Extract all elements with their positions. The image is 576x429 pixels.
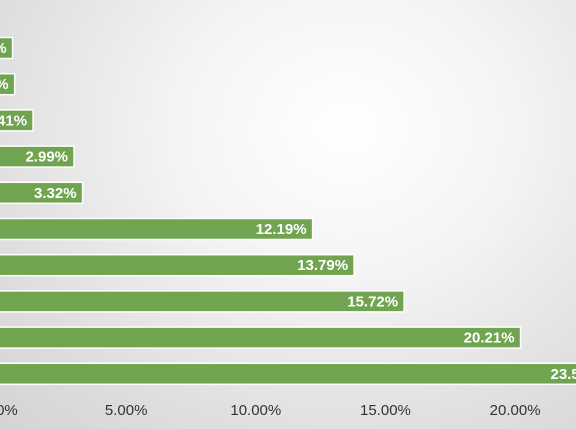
data-label-8: 20.21% <box>464 330 515 347</box>
bar-6 <box>0 253 355 277</box>
bar-1 <box>0 72 16 96</box>
data-label-4: 3.32% <box>34 185 77 202</box>
bar-9 <box>0 362 576 386</box>
bar-8 <box>0 326 522 349</box>
bar-4 <box>0 181 84 205</box>
bar-7 <box>0 290 405 313</box>
bars-group <box>0 36 576 386</box>
data-label-1: 0.70% <box>0 76 9 93</box>
data-label-5: 12.19% <box>256 221 307 238</box>
data-label-7: 15.72% <box>347 293 398 310</box>
x-tick-label-1: 5.00% <box>105 402 148 419</box>
data-label-6: 13.79% <box>297 257 348 274</box>
data-label-3: 2.99% <box>25 149 68 166</box>
bar-3 <box>0 145 75 168</box>
x-axis-ticks-group: 0.00% 5.00% 10.00% 15.00% 20.00% <box>0 402 541 419</box>
data-label-9: 23.56% <box>551 366 576 383</box>
data-label-2: 1.41% <box>0 112 27 129</box>
data-label-0: 0.62% <box>0 40 7 57</box>
data-labels-group: 0.62% 0.70% 1.41% 2.99% 3.32% 12.19% 13.79% 15.… <box>0 40 576 383</box>
x-tick-label-0: 0.00% <box>0 402 18 419</box>
x-tick-label-2: 10.00% <box>230 402 281 419</box>
bar-2 <box>0 109 34 132</box>
bar-0 <box>0 36 14 60</box>
bar-5 <box>0 217 314 241</box>
x-tick-label-4: 20.00% <box>490 402 541 419</box>
x-tick-label-3: 15.00% <box>360 402 411 419</box>
